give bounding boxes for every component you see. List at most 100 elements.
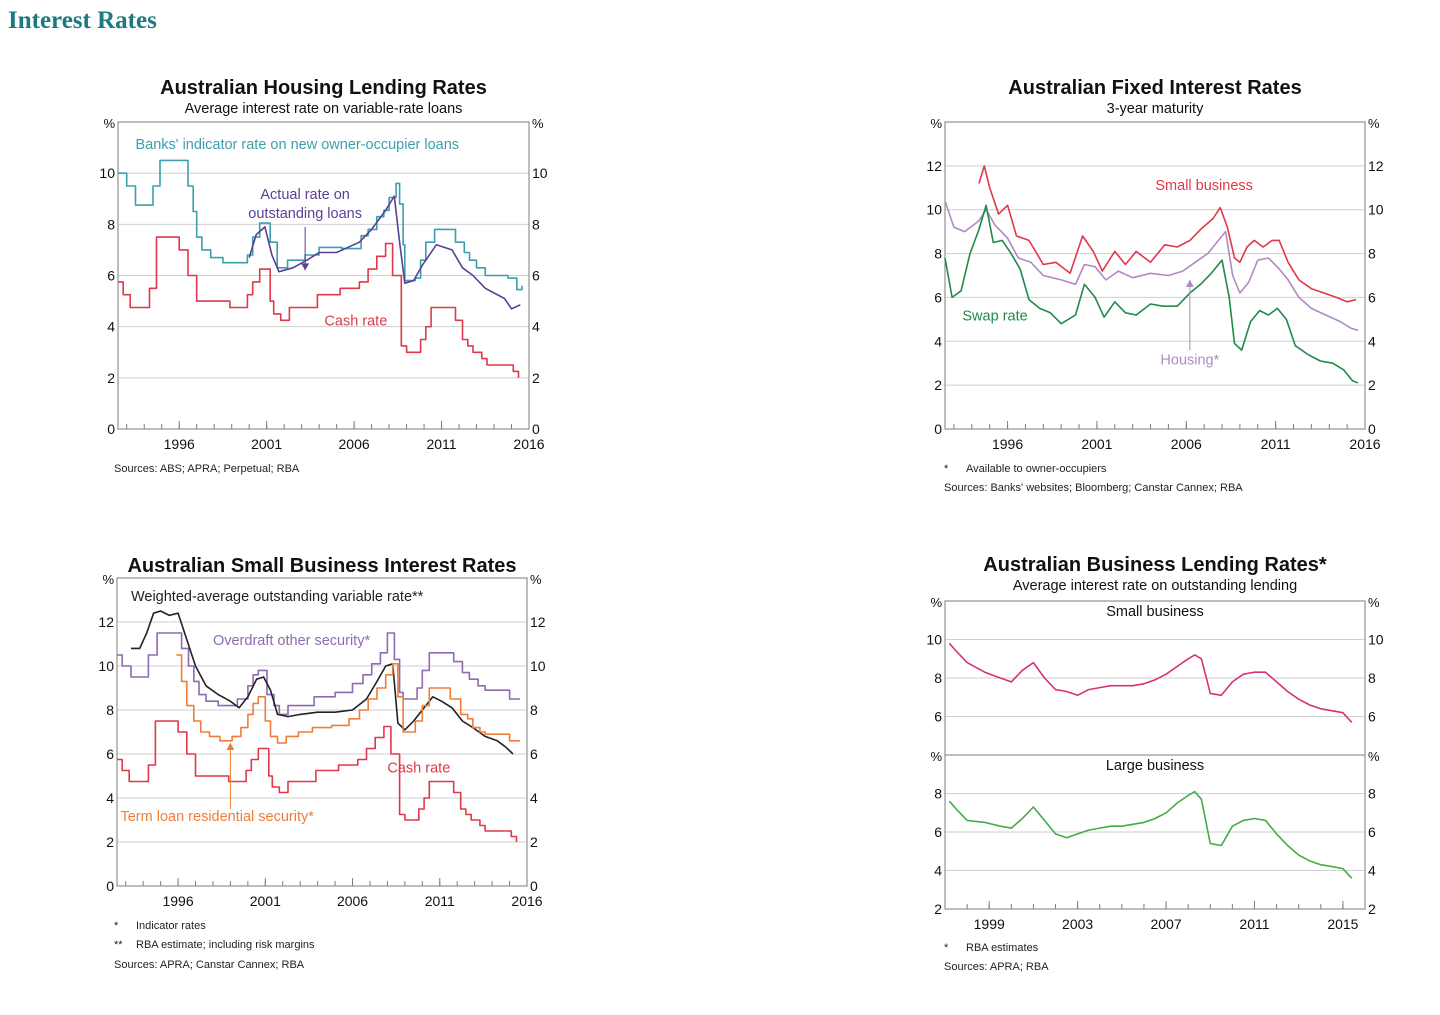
x-tick-label: 2001 [1081,436,1112,452]
y-tick-label-right: 8 [532,216,540,232]
y-tick-label-left: 12 [926,158,942,174]
y-tick-label-left: 6 [934,824,942,840]
y-tick-label-left: 2 [934,901,942,917]
annotation-label-banks-indicator-rate-on-new-owner-occupier-loans: Banks' indicator rate on new owner-occup… [135,137,459,153]
chart-1-svg: Australian Fixed Interest Rates 3-year ma… [926,77,1384,452]
chart-title: Australian Small Business Interest Rates [127,555,516,577]
x-tick-label: 2003 [1062,916,1093,932]
chart-1-source-note: Sources: Banks' websites; Bloomberg; Can… [944,482,1243,494]
chart-subtitle: Average interest rate on outstanding len… [1013,578,1297,594]
y-tick-label-right: 6 [1368,709,1376,725]
y-tick-label-right: 10 [1368,632,1384,648]
unit-label-left: % [930,116,942,131]
x-tick-label: 2016 [513,436,544,452]
y-tick-label-left: 12 [98,614,114,630]
x-tick-label: 2011 [1261,436,1291,452]
x-tick-label: 2001 [251,436,282,452]
unit-label-right: % [1368,595,1380,610]
y-tick-label-left: 10 [926,202,942,218]
y-tick-label-right: 12 [530,614,546,630]
y-tick-label-right: 4 [530,790,538,806]
y-tick-label-right: 6 [1368,824,1376,840]
x-tick-label: 2016 [511,893,542,909]
chart-subtitle: 3-year maturity [1107,101,1204,117]
chart-2-source-note: Sources: APRA; Canstar Cannex; RBA [114,959,305,971]
annotation-label-term-loan-residential-security: Term loan residential security* [120,809,314,825]
series-line-cash-rate [118,236,520,378]
y-tick-label-right: 8 [530,702,538,718]
annotation-label-housing: Housing* [1160,352,1219,368]
y-tick-label-left: 6 [934,709,942,725]
chart-0-source-note: Sources: ABS; APRA; Perpetual; RBA [114,463,300,475]
y-tick-label-right: 0 [530,878,538,894]
series-line-weighted-average-outstanding-variable-rate [131,610,514,755]
x-tick-label: 2011 [426,436,456,452]
y-tick-label-right: 4 [1368,333,1376,349]
annotation-label-swap-rate: Swap rate [962,308,1027,324]
y-tick-label-left: 8 [934,246,942,262]
series-line-term-loan-residential-security [176,654,520,744]
chart-title: Australian Business Lending Rates* [983,554,1327,576]
chart-2-footnote-rba: ** RBA estimate; including risk margins [114,939,315,951]
chart-title: Australian Fixed Interest Rates [1008,77,1301,99]
y-tick-label-left: 8 [934,670,942,686]
chart-3-svg: Australian Business Lending Rates* Averag… [926,554,1384,932]
small-business-interest-rates-chart: Australian Small Business Interest Rates… [80,548,560,928]
chart-2-svg: Australian Small Business Interest Rates… [98,555,546,909]
y-tick-label-left: 4 [934,863,942,879]
series-line-housing [944,200,1359,332]
fixed-interest-rates-chart: Australian Fixed Interest Rates 3-year ma… [910,70,1390,470]
x-tick-label: 2006 [337,893,368,909]
x-tick-label: 2001 [250,893,281,909]
y-tick-label-left: 8 [934,786,942,802]
panel-large-business: 2 2 4 4 6 6 8 8% % Large business 1999 2003 2007 2011… [930,749,1380,932]
x-tick-label: 1999 [974,916,1005,932]
unit-label-left: % [930,595,942,610]
y-tick-label-left: 2 [934,377,942,393]
series-line-banks-indicator-rate-on-new-owner-occupier-loans [118,159,523,291]
annotation-label-cash-rate: Cash rate [387,761,450,777]
y-tick-label-right: 12 [1368,158,1384,174]
y-tick-label-right: 4 [532,319,540,335]
plot-frame [116,577,528,887]
x-tick-label: 2007 [1150,916,1181,932]
y-tick-label-right: 2 [1368,377,1376,393]
y-tick-label-right: 6 [532,268,540,284]
y-tick-label-right: 2 [532,370,540,386]
page-title: Interest Rates [8,7,157,34]
annotation-label-small-business: Small business [1155,178,1253,194]
unit-label-right: % [1368,749,1380,764]
y-tick-label-right: 10 [532,165,548,181]
unit-label-left: % [930,749,942,764]
chart-0-svg: Australian Housing Lending Rates Average … [99,77,548,452]
x-tick-label: 2016 [1349,436,1380,452]
series-line-swap-rate [944,204,1359,384]
y-tick-label-right: 2 [1368,901,1376,917]
y-tick-label-left: 8 [107,216,115,232]
chart-1-footnote: * Available to owner-occupiers [944,463,1107,475]
y-tick-label-right: 10 [530,658,546,674]
series-line-small-business [948,642,1353,723]
chart-3-source-note: Sources: APRA; RBA [944,961,1049,973]
series-line-large-business [948,790,1353,879]
x-tick-label: 1996 [162,893,193,909]
series-line-cash-rate [117,720,518,842]
plot-frame [944,754,1366,910]
unit-label-left: % [102,572,114,587]
chart-title: Australian Housing Lending Rates [160,77,487,99]
y-tick-label-right: 2 [530,834,538,850]
y-tick-label-right: 0 [1368,421,1376,437]
chart-subtitle: Average interest rate on variable-rate l… [185,101,463,117]
panel-small-business: 6 6 8 8 10 10% % Small business [926,595,1384,756]
x-tick-label: 2011 [1239,916,1269,932]
x-tick-label: 2006 [339,436,370,452]
annotation-arrowhead [1185,279,1194,287]
annotation-label-cash-rate: Cash rate [324,313,387,329]
y-tick-label-left: 2 [106,834,114,850]
annotation-label-outstanding-loans: outstanding loans [248,206,362,222]
chart-3-footnote: * RBA estimates [944,942,1039,954]
y-tick-label-left: 2 [107,370,115,386]
x-tick-label: 1996 [992,436,1023,452]
annotation-label-weighted-average-outstanding-variable-rate: Weighted-average outstanding variable ra… [131,589,424,605]
annotation-label-overdraft-other-security: Overdraft other security* [213,633,370,649]
